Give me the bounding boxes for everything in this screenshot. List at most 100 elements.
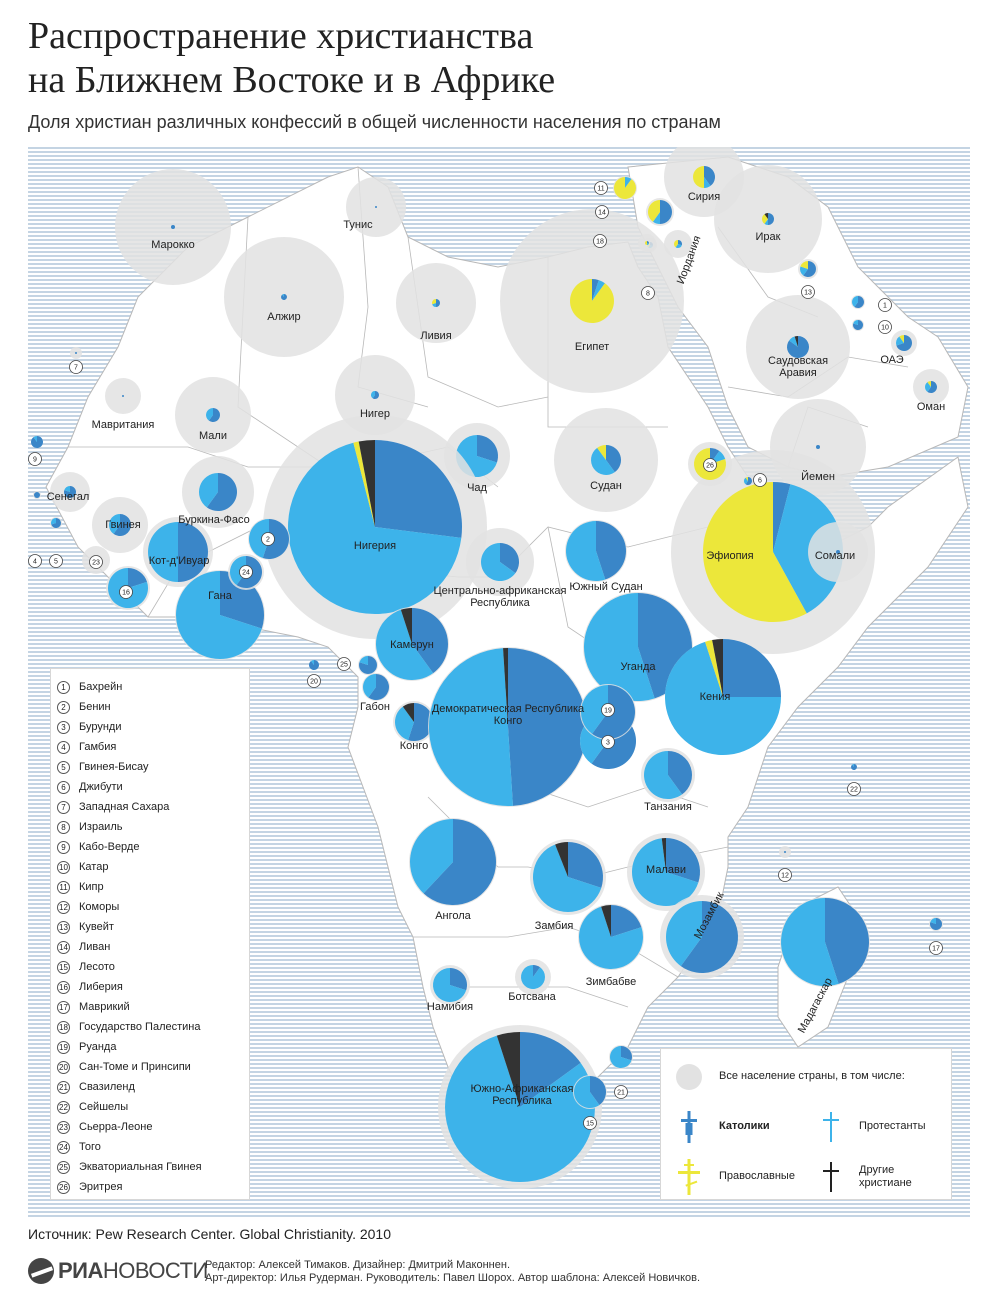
protestant-share-slice [579, 906, 643, 969]
other-share-slice [402, 703, 414, 722]
catholic-cross-icon [681, 1111, 697, 1143]
bubble-num-7 [70, 347, 82, 359]
protestant-share-slice [625, 177, 632, 188]
bubble-гвинея [92, 497, 148, 553]
other-share-slice [503, 648, 508, 727]
number-marker-19: 19 [601, 703, 615, 717]
bubble-мозамбик [660, 895, 744, 979]
catholic-share-slice [375, 440, 462, 538]
key-row: 18 Государство Палестина [57, 1017, 201, 1037]
key-row: 2 Бенин [57, 697, 111, 717]
number-marker-label: 21 [617, 1090, 625, 1097]
number-marker-label: 11 [597, 186, 604, 193]
number-marker-label: 7 [74, 365, 78, 372]
bubble-num-25 [358, 655, 378, 675]
orthodox-share-slice [800, 261, 808, 269]
protestant-share-slice [288, 442, 462, 615]
catholic-share-slice [745, 477, 753, 485]
country-labels: МароккоАлжирТунисЛивияЕгипетСирияИракИор… [28, 181, 945, 1130]
protestant-share-slice [410, 819, 453, 894]
key-number: 24 [57, 1140, 70, 1154]
orthodox-share-slice [745, 477, 748, 481]
catholic-share-slice [208, 408, 220, 422]
bubble-num-1 [851, 295, 865, 309]
protestant-share-slice [481, 543, 516, 581]
bubble-центрально-африканская-республика [466, 528, 534, 596]
catholic-share-slice [477, 435, 498, 463]
key-country-name: Руанда [79, 1041, 117, 1053]
legend-orthodox-label: Православные [719, 1170, 795, 1182]
country-label-чад: Чад [467, 482, 487, 494]
country-label-малави: Малави [646, 864, 686, 876]
key-row: 3 Бурунди [57, 717, 122, 737]
number-marker-23: 23 [89, 555, 103, 569]
bubble-мавритания [105, 378, 141, 414]
key-number: 3 [57, 720, 70, 734]
orthodox-share-slice [614, 177, 637, 199]
orthodox-share-slice [645, 241, 647, 245]
key-country-name: Либерия [79, 981, 123, 993]
country-label-намибия: Намибия [427, 1001, 473, 1013]
bubble-num-18 [638, 234, 656, 252]
credits-line-2: Арт-директор: Илья Рудерман. Руководител… [205, 1272, 701, 1284]
protestant-share-slice [925, 382, 931, 392]
orthodox-cross-icon [678, 1159, 700, 1195]
bubble-num-14 [646, 198, 674, 226]
country-border [413, 926, 679, 978]
key-row: 24 Того [57, 1137, 101, 1157]
protestant-share-slice [33, 436, 37, 442]
catholic-share-slice [75, 352, 77, 354]
number-marker-label: 10 [881, 325, 889, 332]
protestant-share-slice [896, 336, 904, 346]
country-label-камерун: Камерун [390, 639, 434, 651]
number-marker-label: 19 [604, 708, 612, 715]
key-number: 9 [57, 840, 70, 854]
key-row: 9 Кабо-Верде [57, 837, 139, 857]
number-marker-9: 9 [28, 452, 42, 466]
orthodox-share-slice [353, 441, 375, 527]
country-label-мавритания: Мавритания [92, 419, 155, 431]
other-cross-icon [823, 1162, 839, 1192]
number-marker-11: 11 [594, 181, 608, 195]
protestant-share-slice [581, 685, 608, 734]
catholic-share-slice [836, 550, 840, 554]
catholic-share-slice [375, 206, 377, 208]
protestant-share-slice [311, 660, 314, 665]
protestant-share-slice [395, 706, 414, 741]
bubble-num-5 [50, 517, 62, 529]
number-marker-label: 3 [606, 740, 610, 747]
number-marker-label: 22 [850, 787, 858, 794]
protestant-share-slice [666, 901, 702, 967]
other-share-slice [358, 440, 375, 527]
protestant-cross-icon [823, 1112, 839, 1142]
country-label-нигерия: Нигерия [354, 540, 396, 552]
key-country-name: Свазиленд [79, 1081, 135, 1093]
catholic-share-slice [803, 261, 816, 277]
country-label-нигер: Нигер [360, 408, 390, 420]
key-country-name: Гвинея-Бисау [79, 761, 149, 773]
catholic-share-slice [34, 492, 40, 498]
country-label-зимбабве: Зимбабве [586, 976, 637, 988]
ria-novosti-logo: РИА НОВОСТИ [28, 1258, 208, 1284]
country-label-оаэ: ОАЭ [880, 354, 903, 366]
number-marker-12: 12 [778, 868, 792, 882]
bubble-конго [393, 701, 435, 743]
protestant-share-slice [198, 473, 218, 508]
protestant-share-slice [206, 408, 213, 421]
catholic-share-slice [773, 482, 791, 552]
country-label-южно-африканская-республика: Южно-Африканская Республика [471, 1083, 574, 1107]
bubble-танзания [641, 748, 695, 802]
country-label-центрально-африканская-республика: Центрально-африканская Республика [434, 585, 567, 609]
protestant-share-slice [592, 280, 605, 301]
key-number: 7 [57, 800, 70, 814]
number-marker-18: 18 [593, 234, 607, 248]
country-label-уганда: Уганда [621, 661, 657, 673]
other-share-slice [601, 905, 611, 937]
orthodox-share-slice [432, 299, 436, 305]
number-marker-label: 2 [266, 537, 270, 544]
protestant-share-slice [445, 1035, 596, 1182]
bubble-num-20 [308, 660, 319, 670]
other-share-slice [496, 1032, 520, 1107]
bubble-num-4 [33, 491, 41, 499]
key-number: 8 [57, 820, 70, 834]
